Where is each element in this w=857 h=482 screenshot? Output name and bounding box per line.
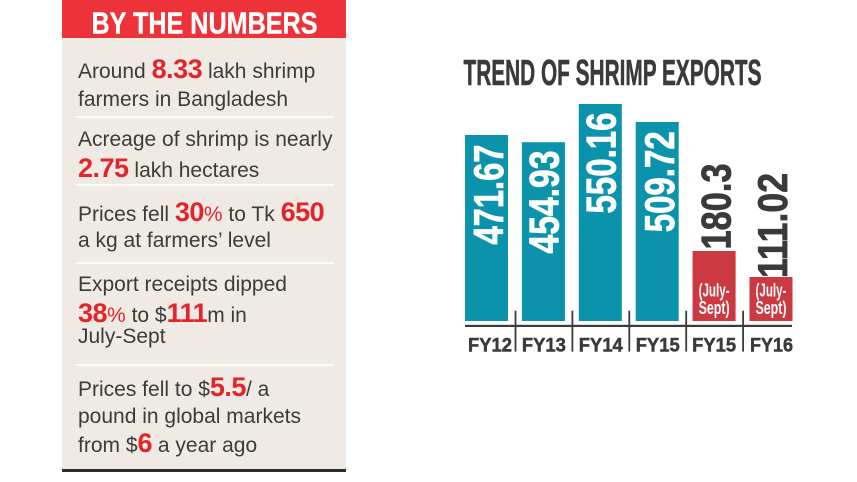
svg-text:Sept): Sept) [699, 298, 730, 318]
svg-text:(July-: (July- [756, 281, 787, 301]
svg-text:(July-: (July- [699, 281, 730, 301]
svg-text:180.3: 180.3 [693, 164, 740, 250]
svg-text:471.67: 471.67 [465, 145, 512, 245]
svg-text:509.72: 509.72 [636, 131, 683, 232]
svg-text:FY16: FY16 [750, 335, 793, 357]
svg-text:FY15: FY15 [636, 335, 680, 357]
svg-text:550.16: 550.16 [578, 113, 625, 214]
svg-text:FY14: FY14 [579, 335, 623, 357]
svg-text:454.93: 454.93 [521, 151, 568, 254]
svg-text:111.02: 111.02 [749, 173, 796, 278]
svg-text:FY15: FY15 [692, 335, 736, 357]
svg-text:TREND OF SHRIMP EXPORTS: TREND OF SHRIMP EXPORTS [464, 52, 762, 93]
svg-text:FY13: FY13 [522, 335, 566, 357]
svg-text:Sept): Sept) [756, 298, 787, 318]
svg-text:BY THE NUMBERS: BY THE NUMBERS [92, 7, 318, 41]
svg-text:FY12: FY12 [468, 335, 512, 357]
